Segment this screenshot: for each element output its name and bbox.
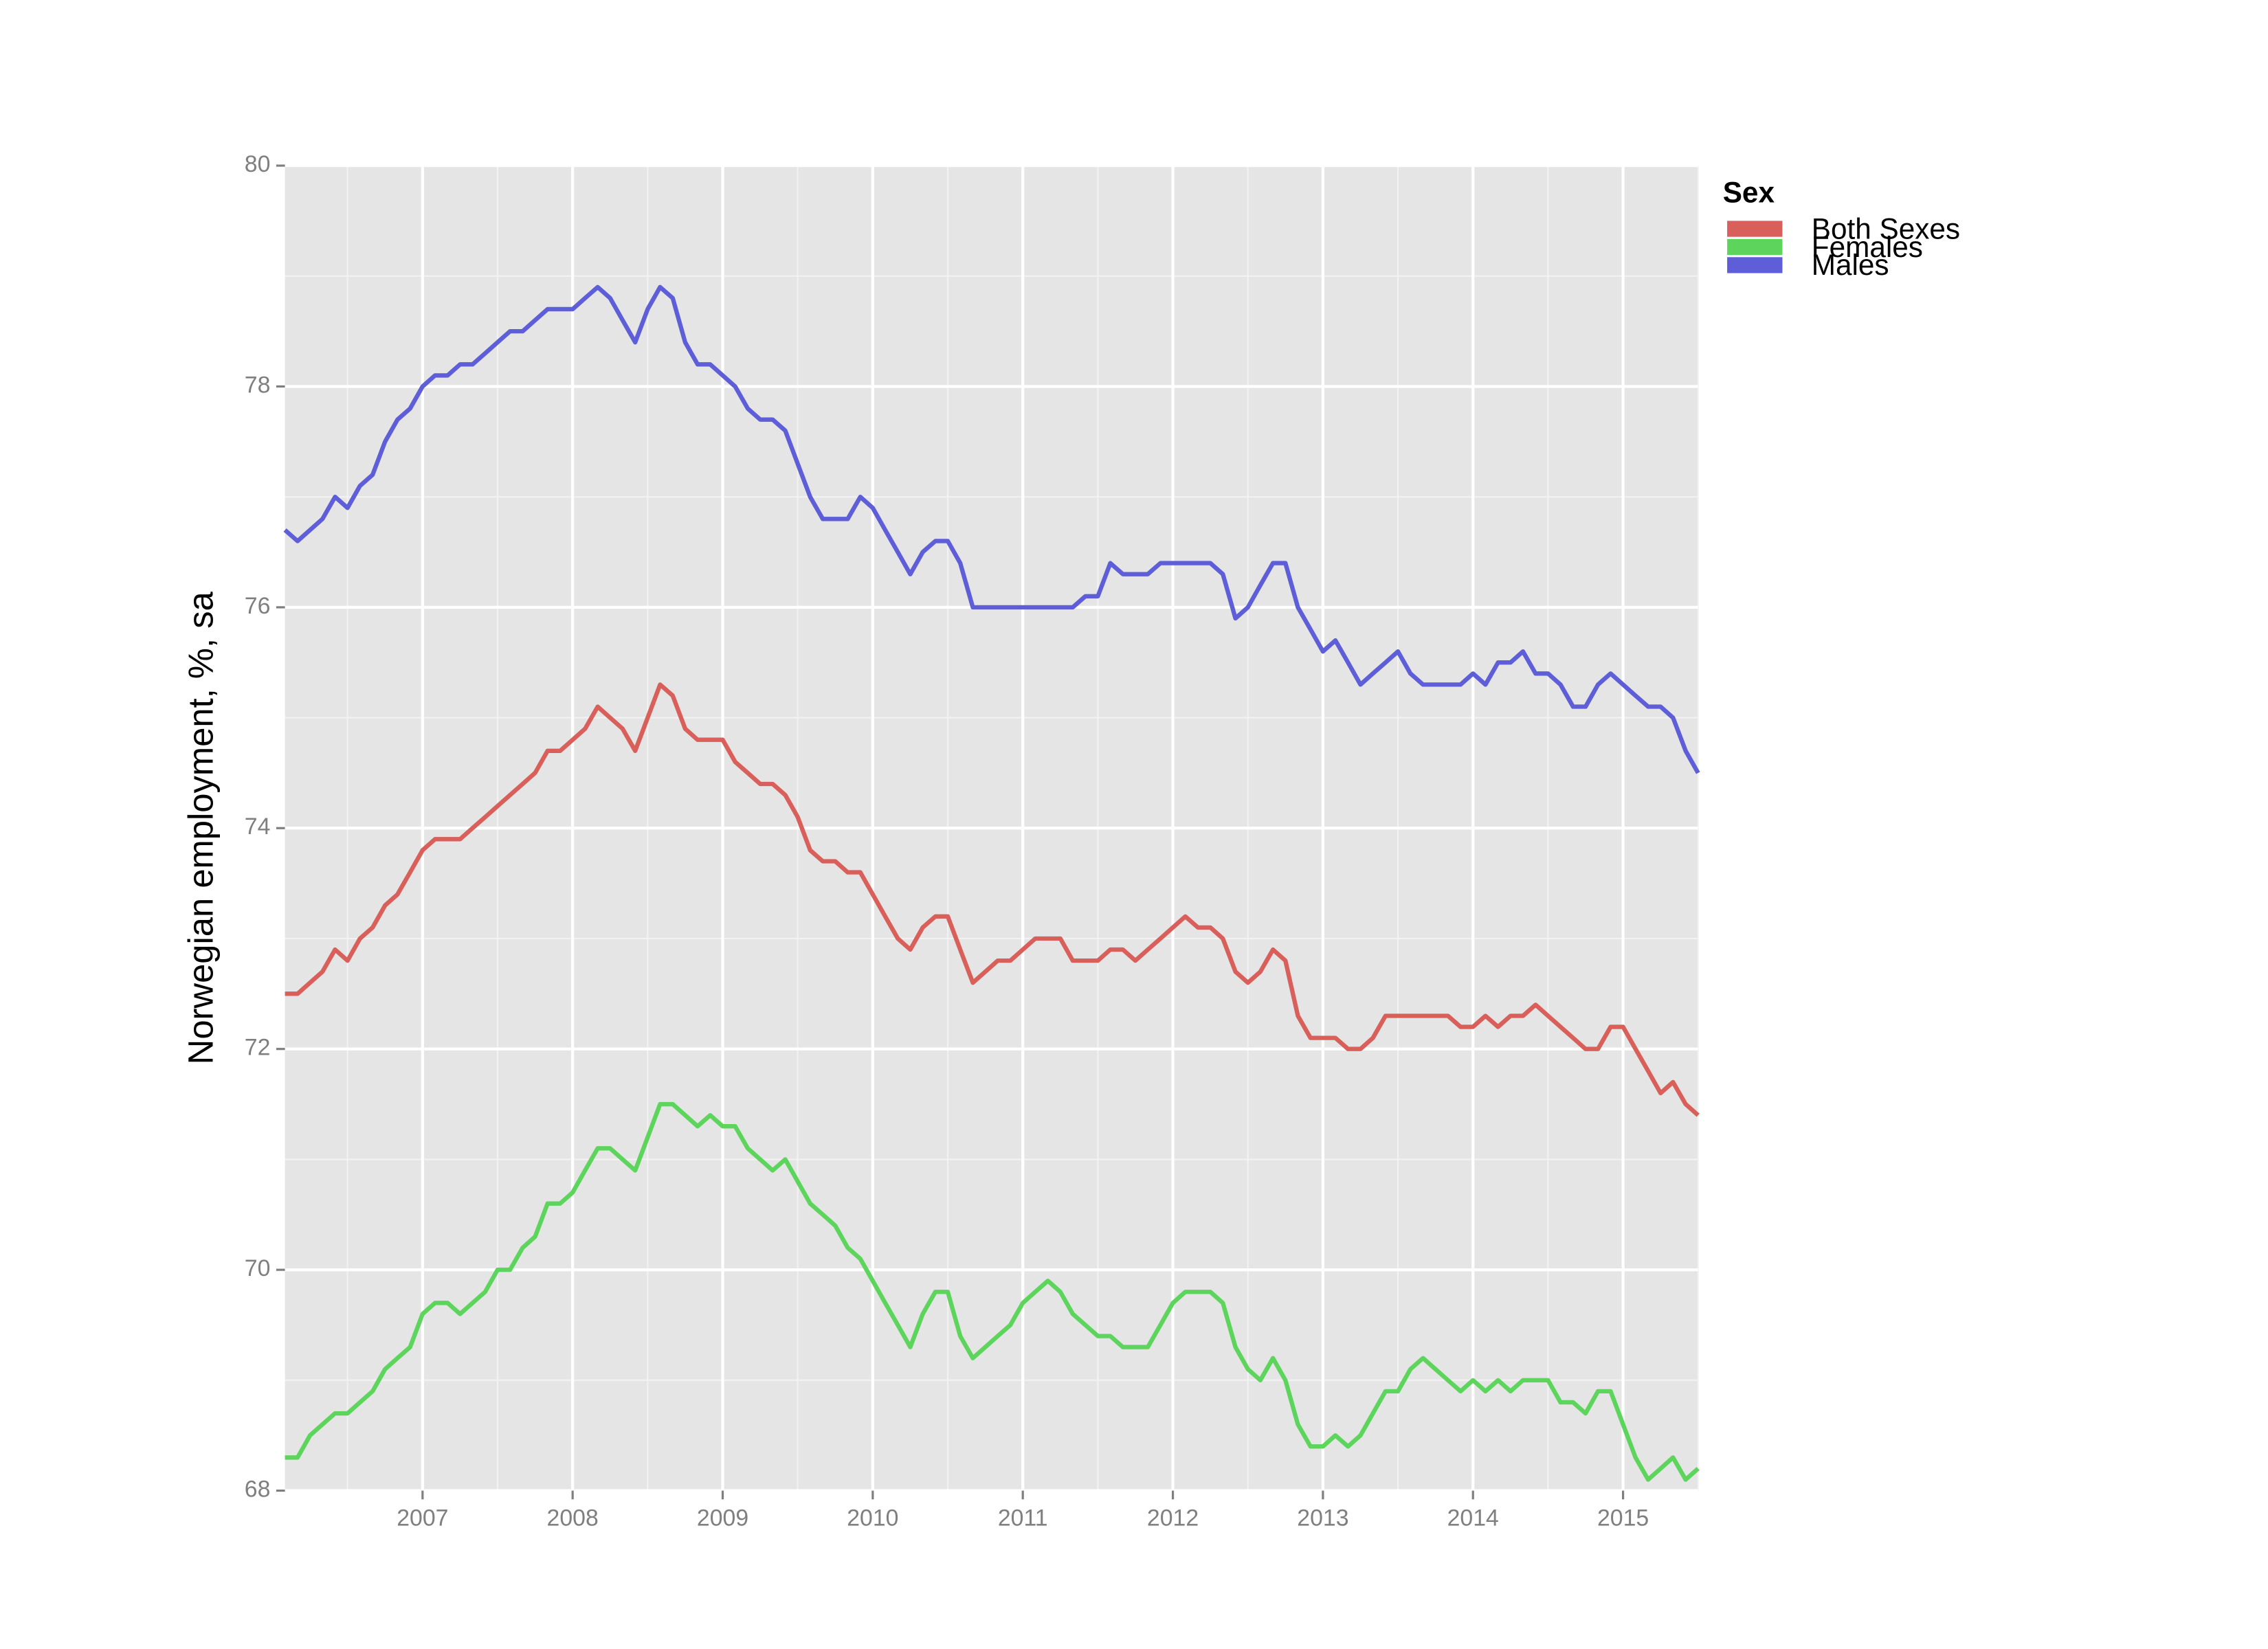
x-tick-label: 2014 — [1447, 1505, 1499, 1532]
x-tick-label: 2008 — [547, 1505, 599, 1532]
y-tick-label: 70 — [245, 1255, 271, 1281]
legend-label: Males — [1812, 249, 1889, 281]
x-tick-label: 2015 — [1597, 1505, 1649, 1532]
x-tick-label: 2010 — [847, 1505, 898, 1532]
y-tick-label: 76 — [245, 593, 271, 619]
y-tick-label: 72 — [245, 1035, 271, 1061]
legend-key — [1727, 257, 1783, 273]
legend-label: Females — [1812, 231, 1923, 263]
series-line — [285, 1101, 1700, 1482]
y-tick-label: 80 — [245, 151, 271, 177]
series-line — [285, 682, 1700, 1117]
y-tick-label: 74 — [245, 814, 271, 840]
y-tick-label: 78 — [245, 372, 271, 398]
y-tick-label: 68 — [245, 1476, 271, 1502]
legend-title: Sex — [1723, 177, 1775, 209]
legend-key — [1727, 221, 1783, 237]
x-tick-label: 2009 — [697, 1505, 748, 1532]
legend-label: Both Sexes — [1812, 212, 1960, 245]
x-tick-label: 2007 — [397, 1505, 448, 1532]
x-tick-label: 2013 — [1297, 1505, 1348, 1532]
x-tick-label: 2012 — [1147, 1505, 1199, 1532]
x-tick-label: 2011 — [998, 1505, 1048, 1532]
series-line — [283, 284, 1700, 774]
y-axis-label: Norwegian employment, %, sa — [181, 591, 221, 1064]
legend-key — [1727, 238, 1783, 256]
